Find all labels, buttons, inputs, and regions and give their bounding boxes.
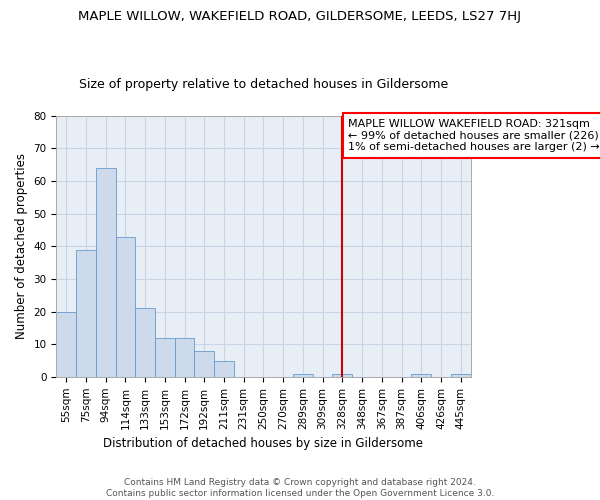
- Text: MAPLE WILLOW, WAKEFIELD ROAD, GILDERSOME, LEEDS, LS27 7HJ: MAPLE WILLOW, WAKEFIELD ROAD, GILDERSOME…: [79, 10, 521, 23]
- Bar: [96, 168, 116, 377]
- Bar: [175, 338, 194, 377]
- Bar: [214, 360, 234, 377]
- Bar: [135, 308, 155, 377]
- Bar: [116, 236, 135, 377]
- X-axis label: Distribution of detached houses by size in Gildersome: Distribution of detached houses by size …: [103, 437, 424, 450]
- Y-axis label: Number of detached properties: Number of detached properties: [15, 154, 28, 340]
- Bar: [76, 250, 96, 377]
- Text: MAPLE WILLOW WAKEFIELD ROAD: 321sqm
← 99% of detached houses are smaller (226)
1: MAPLE WILLOW WAKEFIELD ROAD: 321sqm ← 99…: [348, 119, 600, 152]
- Text: Contains HM Land Registry data © Crown copyright and database right 2024.
Contai: Contains HM Land Registry data © Crown c…: [106, 478, 494, 498]
- Bar: [56, 312, 76, 377]
- Bar: [293, 374, 313, 377]
- Bar: [194, 350, 214, 377]
- Bar: [412, 374, 431, 377]
- Bar: [451, 374, 470, 377]
- Bar: [155, 338, 175, 377]
- Bar: [332, 374, 352, 377]
- Title: Size of property relative to detached houses in Gildersome: Size of property relative to detached ho…: [79, 78, 448, 91]
